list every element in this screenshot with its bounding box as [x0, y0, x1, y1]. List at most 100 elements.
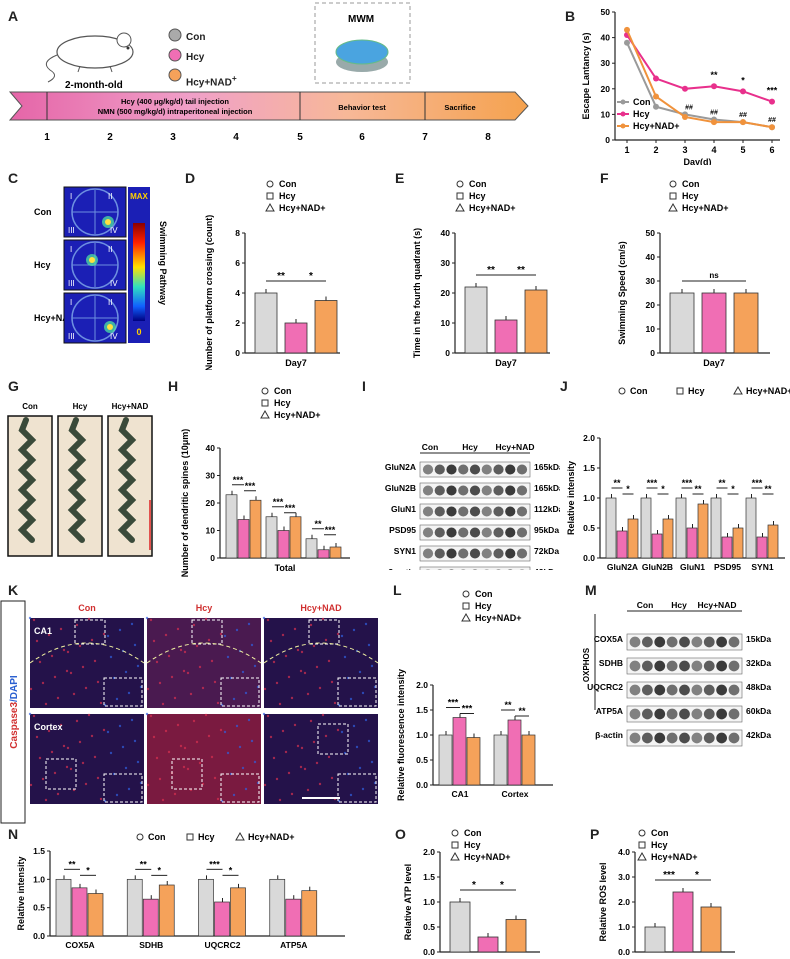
- week-tick: 1: [44, 132, 50, 143]
- y-tick-label: 40: [601, 33, 611, 43]
- fluor-dot: [72, 692, 76, 696]
- y-axis-label: Relative ATP level: [403, 864, 413, 940]
- blot-header: Con: [422, 442, 439, 452]
- fluor-dot: [183, 650, 187, 654]
- fluor-dot: [161, 798, 165, 802]
- quadrant-label: I: [70, 192, 72, 201]
- legend-label-1: Hcy: [651, 840, 668, 850]
- sig-label: **: [518, 706, 526, 716]
- x-tick-label: ATP5A: [280, 940, 307, 950]
- timeline-text-2: NMN (500 mg/kg/d) intraperitoneal inject…: [98, 107, 253, 116]
- fluor-dot: [69, 671, 73, 675]
- blot-band: [728, 708, 740, 720]
- mouse-icon: [45, 32, 134, 83]
- legend-point: [620, 123, 626, 129]
- legend-marker-circle: [669, 180, 677, 188]
- legend-marker-square: [186, 833, 194, 841]
- legend-label: Con: [633, 97, 651, 107]
- fluor-dot: [299, 765, 303, 769]
- panel-label-i: I: [362, 378, 366, 394]
- sig-label: *: [695, 870, 699, 881]
- sig-label: *: [472, 880, 476, 891]
- x-axis-label: Day7: [703, 358, 725, 368]
- blot-header: Hcy: [671, 600, 687, 610]
- y-axis-label: Relative ROS level: [598, 862, 608, 941]
- fluor-image: [147, 618, 261, 708]
- quadrant-label: I: [70, 245, 72, 254]
- panel-label-d: D: [185, 170, 196, 186]
- fluor-dot: [192, 623, 196, 627]
- fluor-dot: [266, 714, 270, 718]
- fluor-dot: [109, 655, 113, 659]
- fluor-dot: [296, 744, 300, 748]
- legend-marker-circle: [266, 180, 274, 188]
- blot-band: [425, 569, 431, 570]
- quadrant-label: IV: [110, 279, 118, 288]
- fluor-dot: [155, 756, 159, 760]
- fluor-dot: [232, 793, 236, 797]
- fluor-dot: [84, 782, 88, 786]
- legend-marker-circle: [618, 387, 626, 395]
- bar: [700, 906, 722, 953]
- fluor-dot: [223, 730, 227, 734]
- quadrant-label: I: [70, 298, 72, 307]
- blot-header: Hcy+NAD: [698, 600, 737, 610]
- fluor-dot: [210, 755, 214, 759]
- y-tick-label: 0.5: [583, 523, 595, 533]
- fluor-dot: [53, 771, 57, 775]
- fluor-dot: [127, 691, 131, 695]
- x-tick-label: 1: [624, 145, 629, 155]
- ca1-boundary: [146, 642, 262, 664]
- blot-band: [481, 506, 492, 517]
- sig-label: **: [68, 859, 76, 869]
- blot-band: [703, 684, 715, 696]
- series-point: [740, 88, 746, 95]
- blot-band: [493, 548, 504, 559]
- legend-label: Hcy: [633, 109, 650, 119]
- fluor-dot: [312, 740, 316, 744]
- fluor-dot: [216, 797, 220, 801]
- y-tick-label: 0: [650, 348, 655, 358]
- blot-band: [481, 548, 492, 559]
- fluor-dot: [176, 627, 180, 631]
- fluor-dot: [303, 671, 307, 675]
- panel-a-svg: 2-month-old MWM Hcy (400 μg/kg/d) tail i…: [8, 2, 529, 143]
- legend-con: Con: [186, 32, 206, 43]
- fluor-dot: [324, 638, 328, 642]
- blot-size-label: 42kDa: [534, 567, 559, 570]
- blot-band: [703, 732, 715, 744]
- fluor-dot: [275, 681, 279, 685]
- fluor-dot: [87, 713, 91, 717]
- blot-band: [716, 636, 728, 648]
- fluor-dot: [198, 665, 202, 669]
- fluor-dot: [340, 730, 344, 734]
- chart-e: 0 10 20 30 40 Time in the fourth quadrant (s)…: [412, 179, 550, 368]
- blot-band: [516, 527, 528, 538]
- blot-band: [703, 660, 715, 672]
- fluor-dot: [136, 664, 140, 668]
- fluor-dot: [300, 650, 304, 654]
- bar: [701, 292, 727, 354]
- quadrant-label: II: [108, 192, 112, 201]
- blot-size-label: 72kDa: [534, 546, 559, 556]
- bar: [672, 891, 694, 953]
- blot-band: [458, 506, 469, 517]
- x-tick-label: 5: [740, 145, 745, 155]
- legend-marker-triangle: [668, 202, 678, 212]
- bar: [464, 286, 488, 354]
- bar: [521, 734, 536, 786]
- bar: [329, 546, 342, 559]
- fluor-dot: [327, 755, 331, 759]
- bar: [493, 734, 508, 786]
- sig-label: ***: [752, 478, 763, 488]
- fluor-dot: [361, 691, 365, 695]
- chart-b: 0 10 20 30 40 50 Escape Lantancy (s) 1 2 3 4 5 6 Day(…: [581, 7, 780, 165]
- fluor-dot: [106, 634, 110, 638]
- fluor-dot: [198, 761, 202, 765]
- fluor-dot: [161, 702, 165, 706]
- y-axis-label: Time in the fourth quadrant (s): [412, 228, 422, 358]
- fluor-dot: [315, 665, 319, 669]
- fluor-dot: [306, 692, 310, 696]
- blot-band: [458, 548, 469, 559]
- blot-band: [505, 548, 516, 559]
